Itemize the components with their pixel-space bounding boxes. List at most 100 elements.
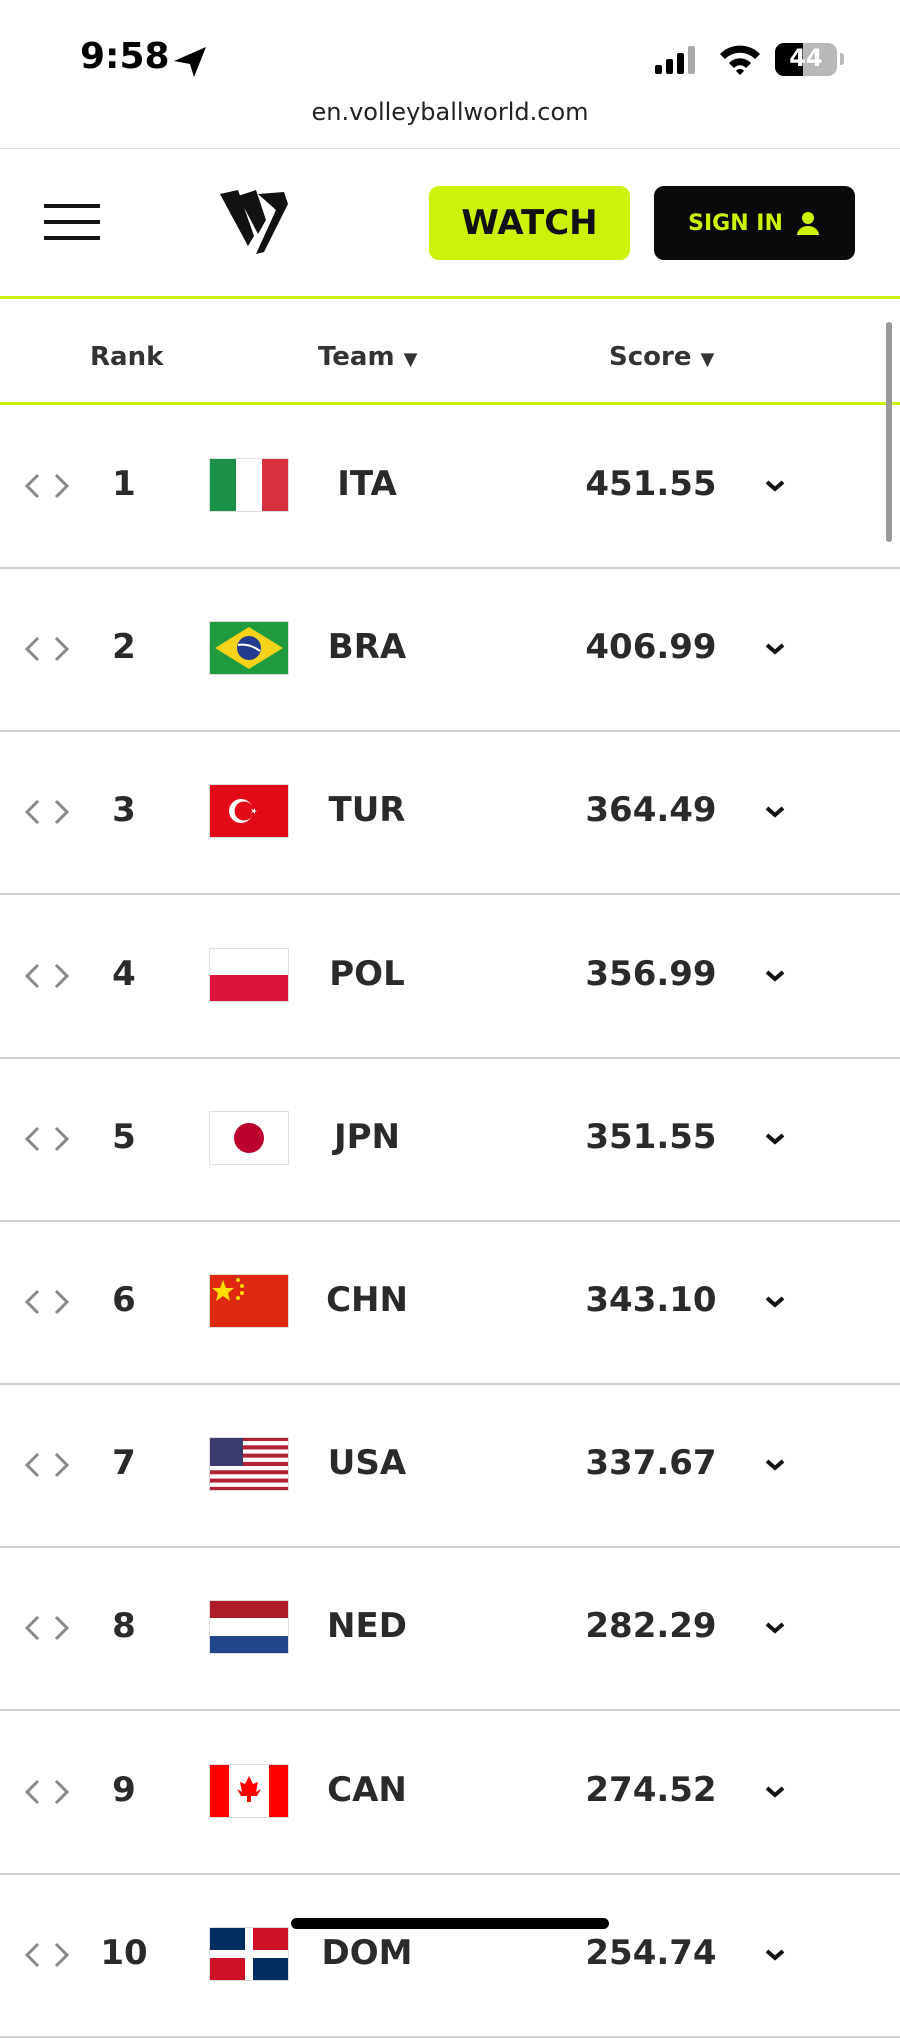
expand-chevron[interactable] (764, 1947, 786, 1963)
rank: 5 (112, 1116, 136, 1157)
expand-chevron[interactable] (764, 968, 786, 984)
score: 356.99 (585, 953, 717, 994)
divider (0, 148, 900, 149)
divider (0, 567, 900, 569)
expand-chevron[interactable] (764, 1784, 786, 1800)
scrollbar (886, 322, 892, 542)
battery-tip (840, 53, 844, 65)
ranking-row[interactable]: 6 CHN 343.10 (0, 1220, 900, 1385)
ranking-row[interactable]: 4 POL 356.99 (0, 894, 900, 1059)
team: CAN (327, 1769, 407, 1810)
expand-chevron[interactable] (764, 478, 786, 494)
expand-chevron[interactable] (764, 1131, 786, 1147)
score: 351.55 (585, 1116, 717, 1157)
divider (0, 730, 900, 733)
rank: 6 (112, 1280, 136, 1320)
team-flag (209, 1110, 289, 1165)
ranking-row[interactable]: 9 CAN 274.52 (0, 1710, 900, 1875)
divider (0, 1872, 900, 1875)
location-icon (174, 47, 206, 77)
rank: 2 (112, 627, 136, 668)
expand-chevron[interactable] (764, 1620, 786, 1636)
ranking-row[interactable]: 2 BRA 406.99 (0, 567, 900, 733)
divider (0, 1219, 900, 1222)
home-indicator (291, 1918, 609, 1929)
rank: 4 (112, 953, 136, 994)
score: 406.99 (585, 627, 717, 668)
divider (0, 1546, 900, 1549)
rank: 1 (112, 464, 136, 504)
team-flag (209, 1763, 289, 1818)
ranking-row[interactable]: 3 TUR 364.49 (0, 730, 900, 896)
team-flag (209, 458, 289, 512)
logo[interactable] (218, 190, 290, 256)
ranking-row[interactable]: 1 ITA 451.55 (0, 404, 900, 569)
compare-arrows[interactable] (22, 634, 72, 664)
page: 9:58 44 en.volleyballworld.com WATCH SIG… (0, 36, 900, 2038)
expand-chevron[interactable] (764, 804, 786, 820)
signal-icon (655, 46, 695, 74)
compare-arrows[interactable] (22, 961, 72, 991)
compare-arrows[interactable] (22, 1613, 72, 1643)
ranking-row[interactable]: 7 USA 337.67 (0, 1383, 900, 1549)
wifi-icon (720, 45, 760, 75)
score: 451.55 (585, 464, 717, 504)
score-header[interactable]: Score ▼ (609, 342, 715, 372)
user-icon (796, 212, 819, 235)
watch-button[interactable]: WATCH (429, 186, 630, 260)
divider (0, 893, 900, 896)
team-flag (209, 784, 289, 839)
rank: 10 (100, 1932, 148, 1973)
rank: 7 (112, 1443, 136, 1484)
score: 282.29 (585, 1606, 717, 1647)
team-flag (209, 947, 289, 1002)
rank: 9 (112, 1769, 136, 1810)
compare-arrows[interactable] (22, 1777, 72, 1807)
team: ITA (337, 464, 397, 504)
team: USA (327, 1443, 407, 1484)
team-flag (209, 1437, 289, 1492)
score: 254.74 (585, 1932, 717, 1973)
compare-arrows[interactable] (22, 1287, 72, 1317)
team: JPN (333, 1116, 401, 1157)
score: 274.52 (585, 1769, 717, 1810)
battery-level: 44 (789, 44, 823, 72)
team: NED (327, 1606, 407, 1647)
team: POL (329, 953, 405, 994)
compare-arrows[interactable] (22, 797, 72, 827)
compare-arrows[interactable] (22, 1124, 72, 1154)
ranking-row[interactable]: 8 NED 282.29 (0, 1546, 900, 1712)
compare-arrows[interactable] (22, 1940, 72, 1970)
menu-button[interactable] (44, 202, 100, 242)
team-header-label: Team (318, 342, 395, 372)
status-time: 9:58 (80, 36, 170, 77)
ranking-row[interactable]: 10 DOM 254.74 (0, 1873, 900, 2038)
compare-arrows[interactable] (22, 1450, 72, 1480)
rank-header[interactable]: Rank (90, 342, 164, 372)
sign-in-button[interactable]: SIGN IN (654, 186, 855, 260)
score-header-label: Score (609, 342, 692, 372)
divider (0, 1383, 900, 1385)
team-flag (209, 621, 289, 676)
score: 337.67 (585, 1443, 717, 1484)
sign-in-label: SIGN IN (688, 210, 783, 236)
rank: 8 (112, 1606, 136, 1647)
rank: 3 (112, 790, 136, 831)
expand-chevron[interactable] (764, 1294, 786, 1310)
ranking-row[interactable]: 5 JPN 351.55 (0, 1057, 900, 1222)
team: BRA (327, 627, 407, 668)
battery: 44 (775, 43, 837, 76)
expand-chevron[interactable] (764, 641, 786, 657)
divider (0, 1709, 900, 1712)
team-header[interactable]: Team ▼ (318, 342, 418, 372)
divider (0, 1056, 900, 1059)
team-flag (209, 1926, 289, 1981)
team: TUR (328, 790, 406, 831)
team: CHN (326, 1280, 408, 1320)
divider (0, 402, 900, 405)
expand-chevron[interactable] (764, 1457, 786, 1473)
team-flag (209, 1274, 289, 1328)
compare-arrows[interactable] (22, 471, 72, 501)
team-flag (209, 1600, 289, 1655)
url-bar[interactable]: en.volleyballworld.com (311, 98, 589, 126)
